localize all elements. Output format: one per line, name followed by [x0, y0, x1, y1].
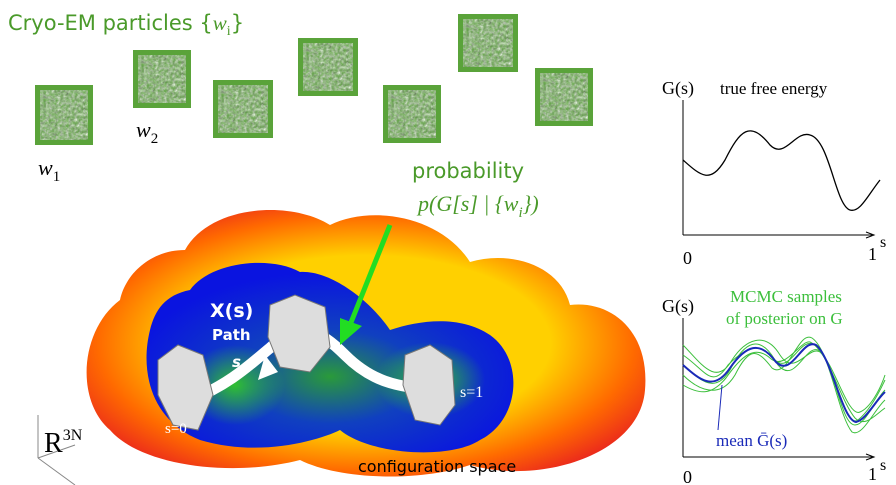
x-axis-label: s [880, 234, 886, 251]
particle-label: w1 [38, 155, 60, 185]
path-param: s [232, 353, 241, 371]
path-end: s=1 [460, 384, 483, 401]
plot-title: of posterior on G [726, 309, 843, 328]
x-start: 0 [683, 248, 692, 268]
plot-title: MCMC samples [730, 287, 842, 306]
title: Cryo-EM particles {wi} [8, 11, 244, 39]
mean-label: mean Ḡ(s) [716, 431, 787, 450]
x-end: 1 [868, 464, 877, 484]
mean-pointer [718, 385, 722, 430]
mcmc-samples [683, 337, 885, 433]
path-start: s=0 [165, 421, 187, 437]
figure: Cryo-EM particles {wi} w1 w2 probability… [0, 0, 896, 485]
path-point-label: X(s) [210, 300, 253, 322]
x-end: 1 [868, 244, 877, 264]
top-axes [683, 100, 880, 238]
probability-label: probability [412, 159, 524, 183]
path-label: Path [212, 326, 251, 344]
y-axis-label: G(s) [662, 296, 694, 317]
x-start: 0 [683, 467, 692, 485]
probability-formula: p(G[s] | {wi}) [416, 191, 539, 221]
space-label: configuration space [358, 457, 516, 476]
particle-label: w2 [136, 117, 158, 147]
space-symbol: R3N [44, 427, 83, 459]
plot-title: true free energy [720, 79, 828, 98]
y-axis-label: G(s) [662, 78, 694, 99]
x-axis-label: s [880, 457, 886, 474]
